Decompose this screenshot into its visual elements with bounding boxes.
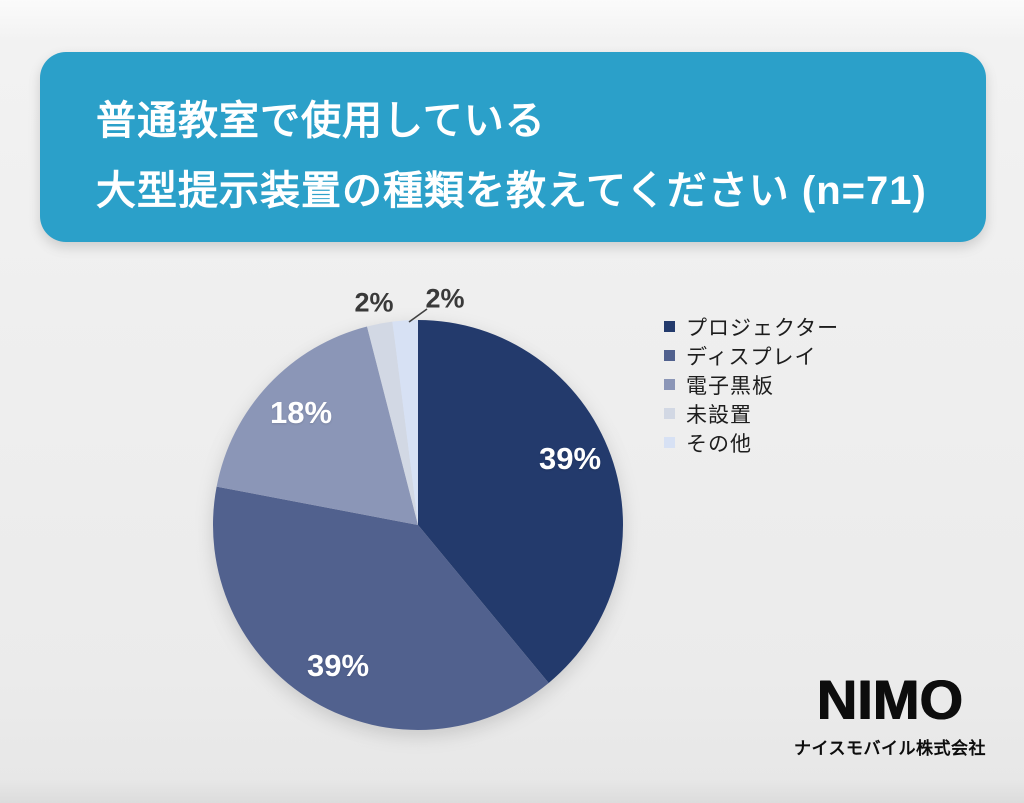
- slice-label-projector: 39%: [538, 441, 602, 476]
- legend-item-not-installed: 未設置: [664, 399, 839, 428]
- legend-item-display: ディスプレイ: [664, 341, 839, 370]
- legend-swatch-not-installed: [664, 408, 675, 419]
- slice-label-other: 2%: [425, 283, 465, 314]
- legend-swatch-projector: [664, 321, 675, 332]
- legend-item-projector: プロジェクター: [664, 312, 839, 341]
- legend-swatch-other: [664, 437, 675, 448]
- pie-slices: [212, 320, 624, 731]
- question-title-line1: 普通教室で使用している: [96, 99, 546, 143]
- leader-line-other-slice: [408, 308, 428, 323]
- legend-label: 電子黒板: [686, 374, 774, 398]
- chart-legend: プロジェクター ディスプレイ 電子黒板 未設置 その他: [664, 312, 839, 457]
- brand-company-name: ナイスモバイル株式会社: [794, 739, 986, 758]
- question-banner: 普通教室で使用している 大型提示装置の種類を教えてください (n=71): [40, 52, 986, 242]
- legend-label: ディスプレイ: [686, 345, 817, 369]
- legend-item-e-blackboard: 電子黒板: [664, 370, 839, 399]
- question-title-line2: 大型提示装置の種類を教えてください (n=71): [96, 169, 927, 213]
- legend-label: その他: [686, 432, 752, 456]
- brand-logo-text: NIMO: [816, 668, 964, 731]
- slice-label-e-blackboard: 18%: [269, 395, 333, 430]
- legend-label: 未設置: [686, 403, 752, 427]
- legend-label: プロジェクター: [686, 316, 840, 340]
- pie-slice-3: [367, 321, 418, 525]
- pie-slice-1: [212, 486, 549, 731]
- legend-item-other: その他: [664, 428, 839, 457]
- brand-block: NIMO ナイスモバイル株式会社: [786, 672, 994, 759]
- pie-slice-4: [392, 320, 418, 525]
- pie-slice-0: [418, 320, 624, 683]
- slice-label-not-installed: 2%: [354, 287, 394, 318]
- legend-swatch-display: [664, 350, 675, 361]
- slice-label-display: 39%: [306, 648, 370, 683]
- legend-swatch-e-blackboard: [664, 379, 675, 390]
